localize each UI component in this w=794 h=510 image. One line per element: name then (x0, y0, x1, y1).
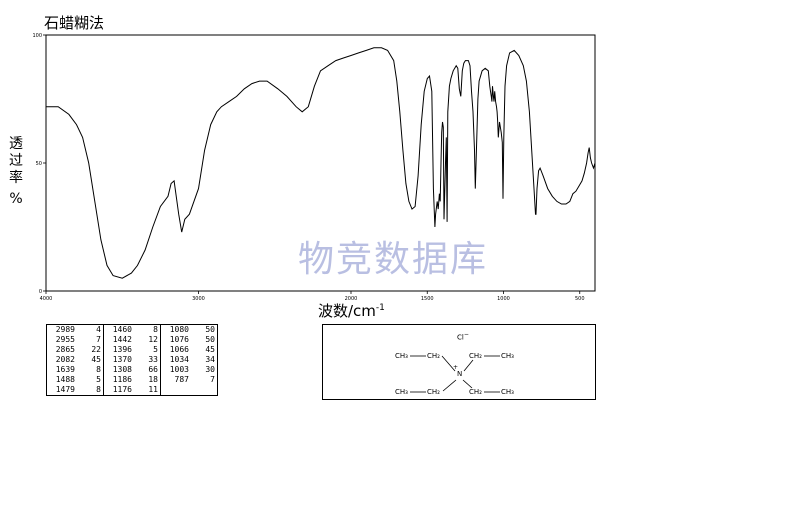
peak-row: 1639 8 1308 66 1003 30 (47, 365, 218, 375)
y-tick-label: 50 (36, 161, 42, 167)
structure-bonds (410, 355, 500, 393)
x-tick-label: 4000 (40, 296, 53, 300)
peak-transmittance: 4 (96, 325, 101, 334)
peak-transmittance: 45 (205, 345, 215, 354)
ir-spectrum-chart: 0 50 100 4000 3000 2000 1500 1000 500 (32, 33, 596, 300)
spectrum-line (46, 47, 596, 279)
ch2-top-right: CH₂ (469, 352, 482, 360)
peak-transmittance: 12 (148, 335, 158, 344)
y-tick-label: 100 (32, 33, 42, 39)
x-axis-label-text: 波数/cm (318, 302, 376, 320)
peak-table: 2989 4 1460 8 1080 50 2955 7 1442 12 1076 50 2865 22 1… (46, 324, 218, 396)
peak-wavenumber: 1186 (103, 375, 134, 385)
bond-top-left-ch2-n (441, 355, 456, 372)
peak-wavenumber: 1066 (160, 345, 191, 355)
peak-wavenumber (160, 385, 191, 396)
ch3-top-right: CH₃ (501, 352, 514, 360)
nitrogen-atom: N (457, 370, 463, 378)
bond-bottom-right-n-ch2 (462, 379, 473, 389)
peak-wavenumber: 1460 (103, 324, 134, 335)
y-axis-label-text: 透过率 (9, 136, 23, 186)
peak-transmittance: 50 (205, 335, 215, 344)
peak-wavenumber: 1488 (55, 375, 75, 384)
peak-transmittance: 34 (205, 355, 215, 364)
x-tick-label: 1000 (497, 296, 510, 300)
ch3-bottom-right: CH₃ (501, 388, 514, 396)
peak-transmittance: 30 (205, 365, 215, 374)
peak-wavenumber: 1370 (103, 355, 134, 365)
bond-top-right-n-ch2 (463, 359, 474, 372)
peak-transmittance: 5 (96, 375, 101, 384)
peak-transmittance: 66 (148, 365, 158, 374)
anion-charge: − (463, 331, 469, 338)
watermark: 物竞数据库 (298, 239, 489, 280)
peak-wavenumber: 1479 (55, 385, 75, 394)
peak-wavenumber: 1308 (103, 365, 134, 375)
spectrum-title: 石蜡糊法 (44, 14, 105, 32)
peak-transmittance: 5 (153, 345, 158, 354)
ch2-top-left: CH₂ (427, 352, 440, 360)
peak-transmittance: 7 (96, 335, 101, 344)
peak-row: 1488 5 1186 18 787 7 (47, 375, 218, 385)
ch2-bottom-left: CH₂ (427, 388, 440, 396)
peak-transmittance: 8 (96, 365, 101, 374)
y-axis-label-unit: % (9, 191, 23, 207)
peak-wavenumber: 1003 (160, 365, 191, 375)
peak-wavenumber: 2955 (55, 335, 75, 344)
peak-wavenumber: 2865 (55, 345, 75, 354)
peak-transmittance: 50 (205, 325, 215, 334)
x-axis-ticks: 4000 3000 2000 1500 1000 500 (40, 291, 585, 300)
x-axis-label: 波数/cm-1 (318, 300, 385, 321)
peak-transmittance: 7 (210, 375, 215, 384)
anion-symbol: Cl (457, 333, 464, 342)
y-tick-label: 0 (39, 289, 42, 295)
peak-wavenumber: 1076 (160, 335, 191, 345)
peak-transmittance: 45 (91, 355, 101, 364)
peak-transmittance (191, 385, 218, 396)
peak-row: 2955 7 1442 12 1076 50 (47, 335, 218, 345)
x-tick-label: 2000 (345, 296, 358, 300)
peak-wavenumber: 1442 (103, 335, 134, 345)
molecular-structure: Cl− CH₃ CH₂ CH₂ CH₃ + N CH₃ CH₂ CH₂ CH₃ (322, 324, 596, 400)
ch2-bottom-right: CH₂ (469, 388, 482, 396)
peak-row: 2865 22 1396 5 1066 45 (47, 345, 218, 355)
peak-wavenumber: 1176 (103, 385, 134, 396)
peak-wavenumber: 1080 (160, 324, 191, 335)
ch3-top-left: CH₃ (395, 352, 408, 360)
peak-wavenumber: 1396 (103, 345, 134, 355)
peak-wavenumber: 1639 (55, 365, 75, 374)
peak-row: 2989 4 1460 8 1080 50 (47, 324, 218, 335)
y-axis-ticks: 0 50 100 (32, 33, 46, 295)
y-axis-label: 透过率 % (6, 136, 26, 208)
peak-transmittance: 18 (148, 375, 158, 384)
peak-transmittance: 33 (148, 355, 158, 364)
chloride-anion: Cl− (457, 331, 469, 341)
peak-wavenumber: 787 (160, 375, 191, 385)
peak-wavenumber: 2989 (55, 325, 75, 334)
x-tick-label: 500 (575, 296, 585, 300)
peak-row: 2082 45 1370 33 1034 34 (47, 355, 218, 365)
peak-transmittance: 11 (148, 385, 158, 394)
ch3-bottom-left: CH₃ (395, 388, 408, 396)
peak-wavenumber: 1034 (160, 355, 191, 365)
peak-wavenumber: 2082 (55, 355, 75, 364)
peak-transmittance: 8 (96, 385, 101, 394)
peak-transmittance: 8 (153, 325, 158, 334)
x-tick-label: 1500 (421, 296, 434, 300)
peak-row: 1479 8 1176 11 (47, 385, 218, 396)
nitrogen-charge: + (453, 364, 459, 371)
x-axis-label-superscript: -1 (375, 303, 385, 313)
bond-bottom-left-n-ch2 (442, 379, 457, 392)
x-tick-label: 3000 (192, 296, 205, 300)
peak-transmittance: 22 (91, 345, 101, 354)
